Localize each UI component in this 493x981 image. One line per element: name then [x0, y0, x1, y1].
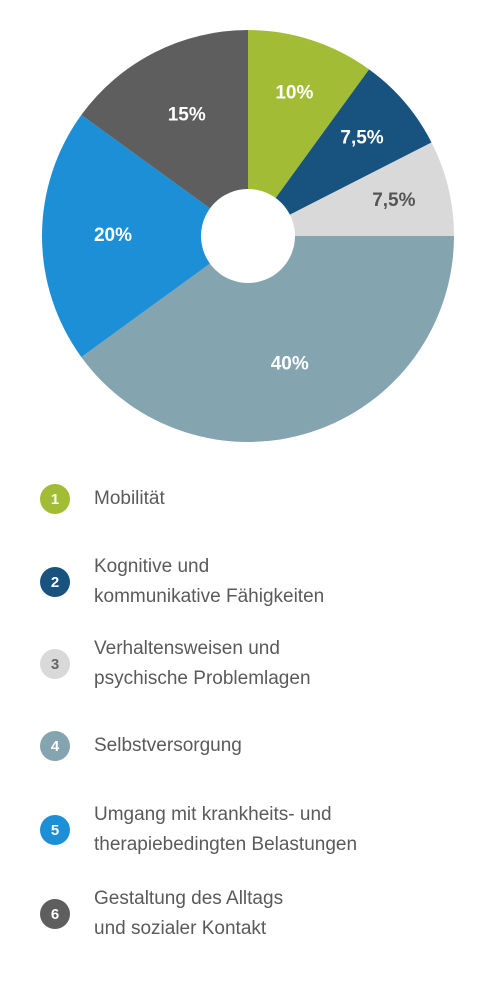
legend-number-badge: 1 [40, 484, 70, 514]
legend-item-1: 1 Mobilität [40, 484, 470, 514]
legend-number-badge: 6 [40, 899, 70, 929]
pie-slice-2 [248, 69, 432, 236]
pie-slice-5 [41, 114, 248, 358]
legend-label: Umgang mit krankheits- und therapiebedin… [94, 804, 358, 855]
pie-slice-6 [81, 30, 248, 236]
legend-item-2: 2 Kognitive und kommunikative Fähigkeite… [40, 552, 470, 612]
slice-value-label-3: 7,5% [372, 190, 415, 211]
legend-number-badge: 3 [40, 649, 70, 679]
slice-value-label-6: 15% [168, 105, 206, 126]
legend-item-3: 3 Verhaltensweisen und psychische Proble… [40, 634, 470, 694]
legend-number-badge: 4 [40, 731, 70, 761]
legend-item-6: 6 Gestaltung des Alltags und sozialer Ko… [40, 884, 470, 944]
pie-slice-1 [248, 30, 370, 236]
legend-number-badge: 5 [40, 815, 70, 845]
slice-value-label-5: 20% [94, 225, 132, 246]
legend-label: Verhaltensweisen und psychische Probleml… [94, 638, 311, 689]
donut-hole [201, 189, 295, 283]
pie-slice-3 [248, 142, 454, 236]
donut-chart: 10% 7,5% 7,5% 40% 20% 15% [41, 30, 454, 442]
pie-slice-4 [81, 236, 454, 442]
legend-label: Selbstversorgung [94, 735, 242, 756]
legend-item-4: 4 Selbstversorgung [40, 731, 470, 761]
legend-label: Gestaltung des Alltags und sozialer Kont… [94, 888, 284, 939]
legend-number-badge: 2 [40, 567, 70, 597]
slice-value-label-1: 10% [275, 82, 313, 103]
slice-value-label-4: 40% [271, 353, 309, 374]
legend-label: Kognitive und kommunikative Fähigkeiten [94, 556, 325, 607]
legend-item-5: 5 Umgang mit krankheits- und therapiebed… [40, 800, 470, 860]
slice-value-label-2: 7,5% [340, 128, 383, 149]
legend-label: Mobilität [94, 488, 165, 509]
